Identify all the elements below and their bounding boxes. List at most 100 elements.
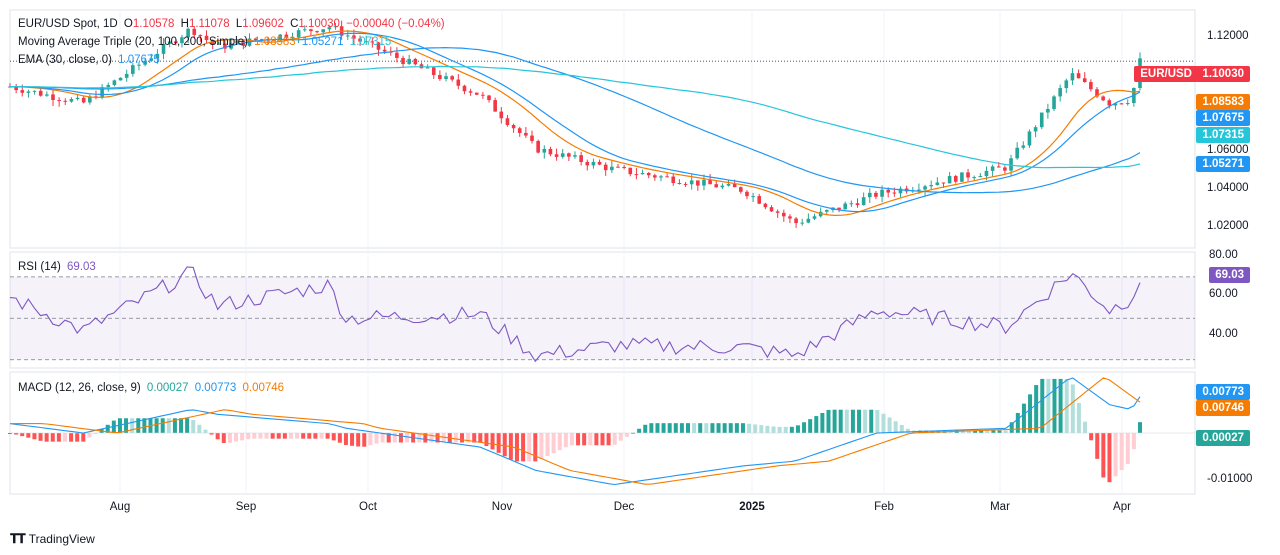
candle-body <box>855 203 860 206</box>
ma-title[interactable]: Moving Average Triple (20, 100, 200, Sim… <box>18 36 248 48</box>
candle-body <box>352 35 356 39</box>
macd-title[interactable]: MACD (12, 26, close, 9) <box>18 382 141 394</box>
ema-legend[interactable]: EMA (30, close, 0) 1.07675 <box>18 53 163 67</box>
macd-hist-bar <box>362 433 367 447</box>
candle-body <box>118 77 123 81</box>
macd-hist-bar <box>466 433 471 443</box>
macd-hist-bar <box>991 430 996 433</box>
macd-hist-bar <box>496 433 501 453</box>
candle-body <box>837 207 841 210</box>
candle-body <box>560 153 565 157</box>
macd-hist-bar <box>69 433 74 442</box>
candle-body <box>867 192 872 198</box>
candle-body <box>806 218 811 223</box>
candle-body <box>812 216 817 219</box>
rsi-title[interactable]: RSI (14) <box>18 261 61 273</box>
candle-body <box>26 91 31 93</box>
candle-body <box>775 211 780 213</box>
grid-lines <box>10 10 1195 494</box>
macd-hist-bar <box>484 433 489 447</box>
candle-body <box>1052 96 1056 109</box>
candle-body <box>302 29 307 31</box>
macd-hist-bar <box>38 433 43 441</box>
macd-hist-bar <box>747 423 752 433</box>
candle-body <box>438 74 442 80</box>
macd-hist-bar <box>569 433 574 446</box>
candle-body <box>1101 96 1105 101</box>
macd-tick: -0.01000 <box>1207 473 1253 485</box>
macd-hist-bar <box>893 421 898 433</box>
macd-hist-bar <box>814 416 819 433</box>
candle-body <box>935 182 940 186</box>
candle-body <box>499 111 504 119</box>
candle-body <box>548 148 553 155</box>
symbol-badge: EUR/USD <box>1134 66 1198 82</box>
macd-line <box>9 377 1141 486</box>
candle-body <box>941 182 946 184</box>
ma200-badge: 1.07315 <box>1196 127 1250 143</box>
candle-body <box>395 52 399 58</box>
price-tick: 1.04000 <box>1207 182 1249 194</box>
candle-body <box>696 180 700 186</box>
candle-body <box>1015 147 1019 159</box>
candle-body <box>530 135 534 141</box>
macd-hist-bar <box>588 433 593 446</box>
ma100-line <box>10 46 1141 194</box>
macd-hist-bar <box>1131 433 1136 450</box>
candle-body <box>204 35 209 41</box>
ma-legend[interactable]: Moving Average Triple (20, 100, 200, Sim… <box>18 35 394 49</box>
candle-body <box>567 153 571 157</box>
candle-body <box>487 95 491 101</box>
time-tick-apr: Apr <box>1113 501 1131 513</box>
candle-body <box>1046 108 1050 113</box>
candle-body <box>603 164 608 171</box>
close-label: C <box>290 18 299 30</box>
candle-body <box>462 85 467 92</box>
rsi-line-group <box>9 266 1141 363</box>
macd-hist-bar <box>81 433 86 442</box>
macd-hist-bar <box>704 423 709 433</box>
macd-hist-bar <box>655 423 660 433</box>
macd-hist-bar <box>673 423 678 433</box>
macd-hist-bar <box>8 433 12 434</box>
macd-hist-bar <box>490 433 495 450</box>
candle-body <box>45 94 49 96</box>
macd-hist-bar <box>1015 412 1020 433</box>
candle-body <box>20 90 25 93</box>
macd-hist-bar <box>563 433 568 448</box>
macd-histogram <box>8 378 1195 483</box>
ema-title[interactable]: EMA (30, close, 0) <box>18 54 112 66</box>
macd-hist-bar <box>124 418 129 433</box>
macd-hist-bar <box>802 422 807 433</box>
candle-body <box>573 155 577 157</box>
candle-body <box>1095 89 1099 97</box>
macd-hist-bar <box>545 433 550 456</box>
candle-body <box>646 173 651 176</box>
macd-hist-bar <box>374 433 379 444</box>
candle-body <box>223 43 227 49</box>
time-tick-sep: Sep <box>235 501 257 513</box>
candle-body <box>622 167 626 169</box>
candle-body <box>174 41 178 44</box>
symbol-title[interactable]: EUR/USD Spot, 1D <box>18 18 118 30</box>
candle-body <box>554 154 559 157</box>
rsi-legend[interactable]: RSI (14) 69.03 <box>18 260 99 274</box>
macd-hist-bar <box>502 433 507 457</box>
macd-badge: 0.00773 <box>1196 384 1250 400</box>
candle-body <box>413 58 418 65</box>
candle-body <box>444 76 448 80</box>
candle-body <box>155 53 160 59</box>
candle-body <box>131 65 135 74</box>
macd-hist-bar <box>521 433 526 462</box>
candle-body <box>272 39 276 41</box>
candle-body <box>861 197 866 206</box>
macd-hist-bar <box>826 409 831 433</box>
macd-legend[interactable]: MACD (12, 26, close, 9) 0.00027 0.00773 … <box>18 381 287 395</box>
candle-body <box>929 185 933 187</box>
candle-body <box>769 207 774 212</box>
candle-body <box>38 90 43 96</box>
macd-hist-bar <box>398 433 403 443</box>
candle-body <box>1033 127 1038 132</box>
ma100-value: 1.05271 <box>301 36 344 48</box>
macd-hist-bar <box>1034 385 1039 433</box>
